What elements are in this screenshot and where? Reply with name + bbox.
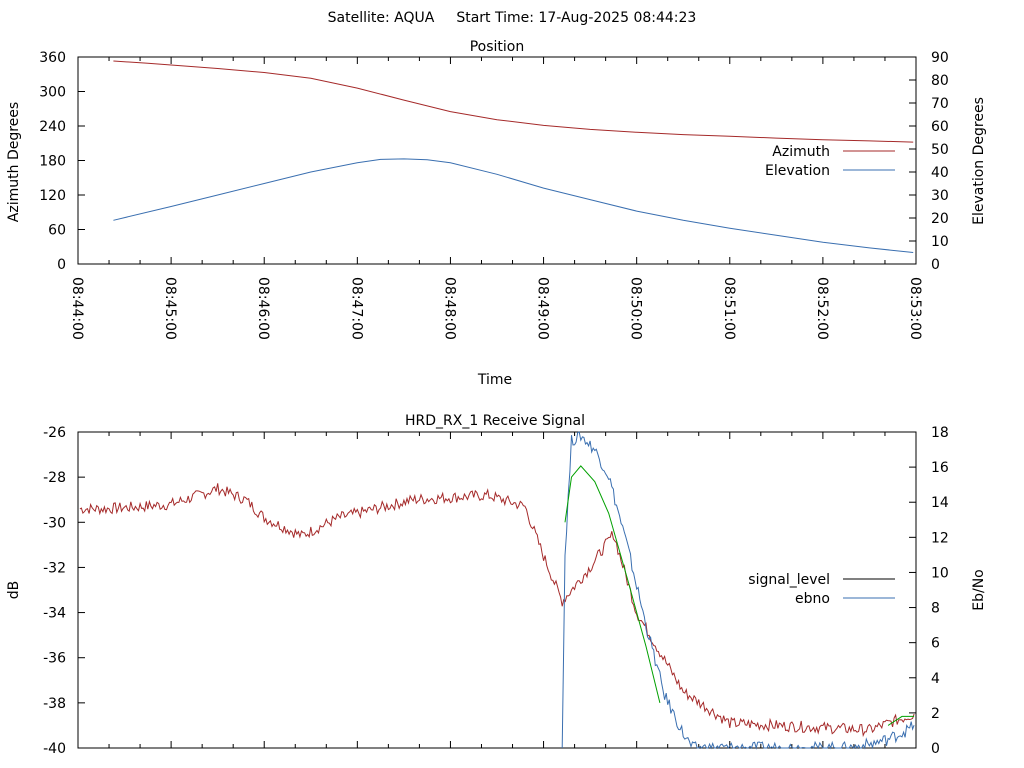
y2-tick-label: 2 [931,706,940,722]
series-azimuth [113,60,914,143]
receive-signal-title: HRD_RX_1 Receive Signal [405,413,585,429]
overlap-segment [887,715,915,726]
y2-tick-label: 8 [931,601,940,617]
y-tick-label: 0 [57,257,66,273]
position-chart: Position 08:44:00 08:45:00 08:46:00 08:47:0… [6,39,987,388]
y2-tick-label: 70 [931,96,949,112]
y2-tick-label: 4 [931,671,940,687]
receive-signal-chart: HRD_RX_1 Receive Signal -40 -38 -36 -34 -32 -… [6,413,987,757]
y-tick-label: 360 [39,50,66,66]
y-tick-label: 240 [39,119,66,135]
y-tick-label: -26 [43,425,66,441]
legend-signal-level-label: signal_level [748,572,830,588]
y-tick-label: 120 [39,188,66,204]
position-title: Position [470,39,525,55]
y-tick-label: -36 [43,651,66,667]
series-elevation [113,158,914,253]
y2-tick-label: 14 [931,495,949,511]
x-tick-label: 08:47:00 [348,277,364,340]
x-tick-label: 08:51:00 [721,277,737,340]
y2-tick-label: 10 [931,565,949,581]
overlap-segment [564,465,661,704]
receive-plot-frame [77,431,917,749]
position-plot-frame [77,56,917,265]
legend-elevation-label: Elevation [765,163,830,179]
y2-tick-label: 10 [931,234,949,250]
db-axis-label: dB [6,581,22,600]
y2-tick-label: 0 [931,257,940,273]
y2-tick-label: 20 [931,211,949,227]
time-axis-label: Time [477,372,512,388]
satellite-label: Satellite: AQUA [328,10,435,26]
azimuth-axis-label: Azimuth Degrees [6,102,22,222]
ebno-axis-label: Eb/No [971,569,987,611]
y2-tick-label: 80 [931,73,949,89]
y-tick-label: -28 [43,470,66,486]
series-ebno [561,431,915,750]
y2-tick-label: 60 [931,119,949,135]
y-tick-label: -32 [43,560,66,576]
y2-tick-label: 12 [931,530,949,546]
y-tick-label: -38 [43,696,66,712]
y-tick-label: -40 [43,741,66,757]
figure-header: Satellite: AQUA Start Time: 17-Aug-2025 0… [328,10,697,26]
start-time-label: Start Time: 17-Aug-2025 08:44:23 [456,10,696,26]
y2-tick-label: 30 [931,188,949,204]
y2-tick-label: 16 [931,460,949,476]
x-tick-label: 08:48:00 [441,277,457,340]
x-tick-label: 08:44:00 [69,277,85,340]
x-tick-label: 08:50:00 [628,277,644,340]
legend-azimuth-label: Azimuth [772,144,830,160]
x-tick-label: 08:46:00 [255,277,271,340]
x-tick-label: 08:52:00 [814,277,830,340]
y-tick-label: -34 [43,606,66,622]
series-signal-level [79,483,915,738]
y2-tick-label: 50 [931,142,949,158]
y2-tick-label: 0 [931,741,940,757]
y-tick-label: -30 [43,515,66,531]
y2-tick-label: 90 [931,50,949,66]
y2-tick-label: 18 [931,425,949,441]
x-tick-label: 08:49:00 [535,277,551,340]
y-tick-label: 180 [39,154,66,170]
legend-ebno-label: ebno [795,591,830,607]
x-tick-label: 08:53:00 [907,277,923,340]
y2-tick-label: 40 [931,165,949,181]
y-tick-label: 300 [39,85,66,101]
y2-tick-label: 6 [931,636,940,652]
elevation-axis-label: Elevation Degrees [971,97,987,225]
y-tick-label: 60 [48,223,66,239]
x-tick-label: 08:45:00 [162,277,178,340]
